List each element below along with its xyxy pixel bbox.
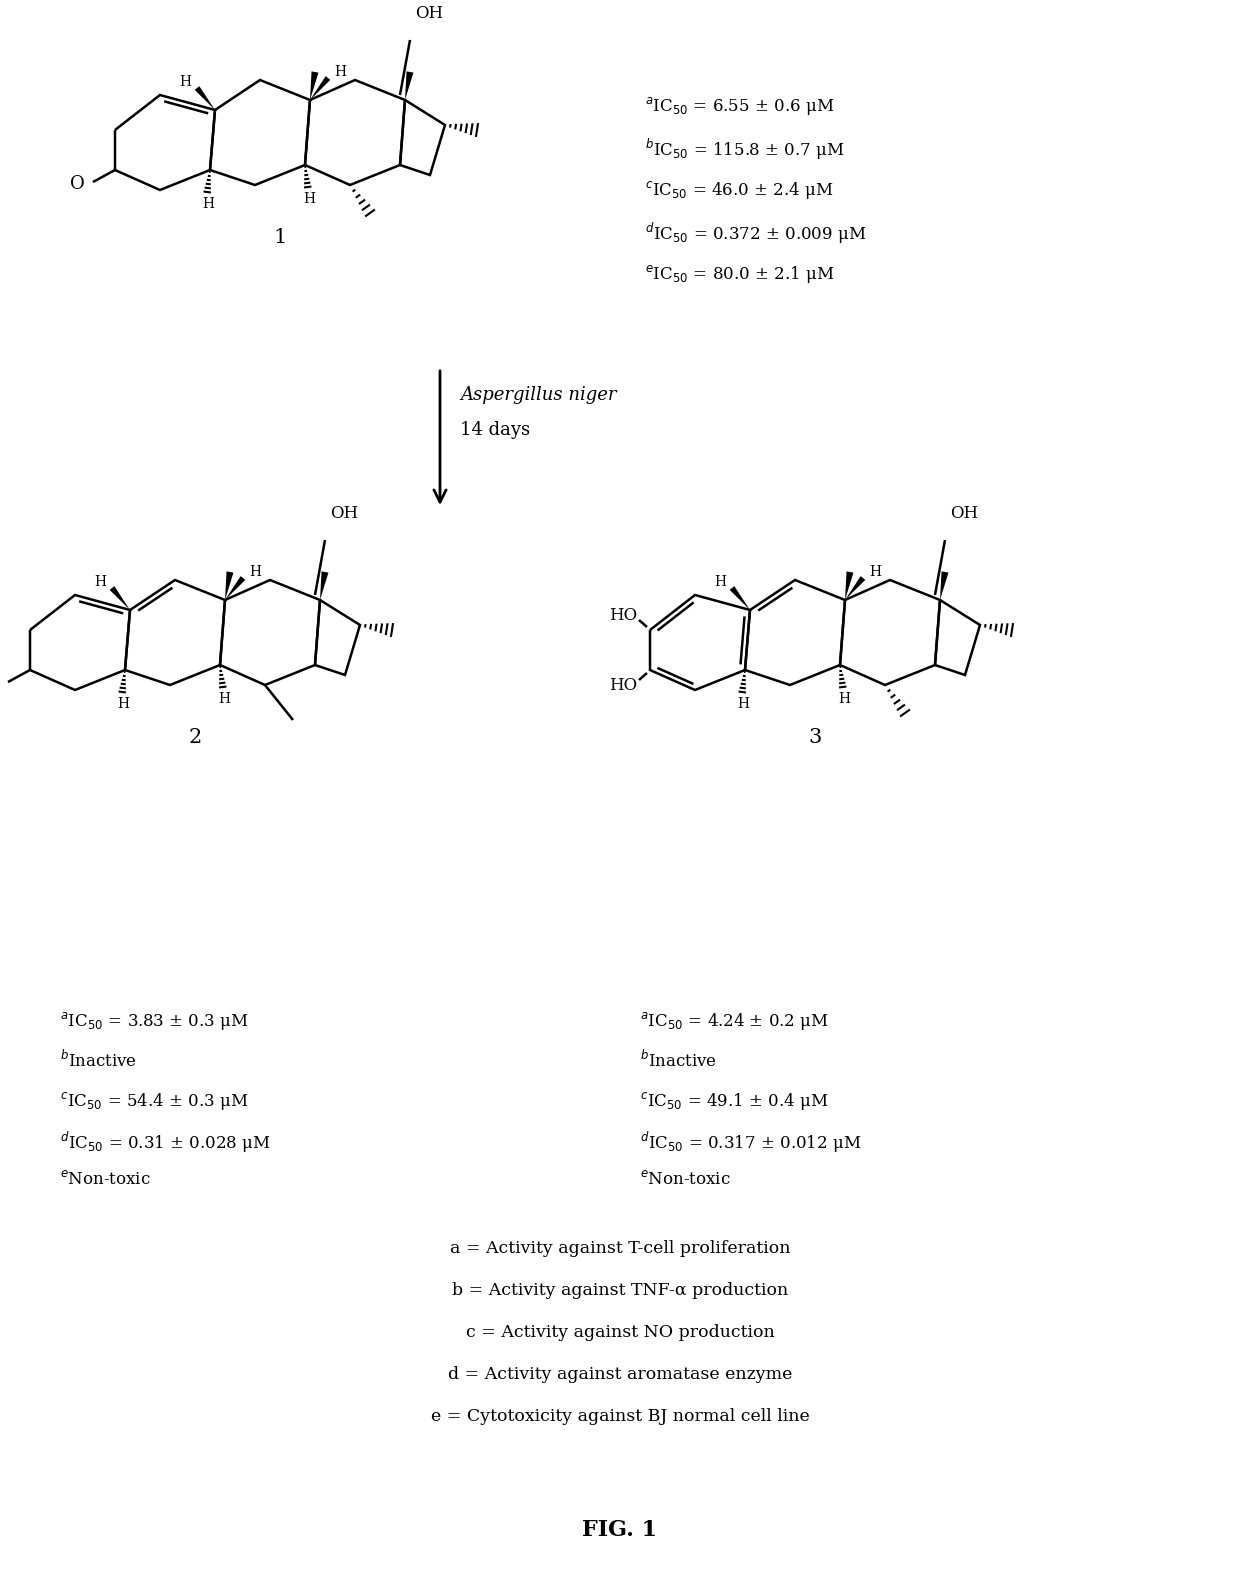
Text: H: H	[303, 192, 315, 206]
Polygon shape	[310, 71, 319, 101]
Polygon shape	[224, 576, 246, 600]
Text: $^{a}$IC$_{50}$ = 6.55 ± 0.6 μM: $^{a}$IC$_{50}$ = 6.55 ± 0.6 μM	[645, 94, 835, 116]
Text: $^{c}$IC$_{50}$ = 49.1 ± 0.4 μM: $^{c}$IC$_{50}$ = 49.1 ± 0.4 μM	[640, 1091, 828, 1111]
Polygon shape	[195, 87, 215, 110]
Polygon shape	[405, 71, 413, 101]
Text: a = Activity against T-cell proliferation: a = Activity against T-cell proliferatio…	[450, 1240, 790, 1258]
Text: $^{d}$IC$_{50}$ = 0.31 ± 0.028 μM: $^{d}$IC$_{50}$ = 0.31 ± 0.028 μM	[60, 1130, 270, 1155]
Text: OH: OH	[415, 5, 443, 22]
Polygon shape	[109, 586, 130, 611]
Text: Aspergillus niger: Aspergillus niger	[460, 386, 616, 405]
Text: $^{b}$Inactive: $^{b}$Inactive	[60, 1050, 136, 1072]
Text: OH: OH	[950, 505, 978, 523]
Text: $^{d}$IC$_{50}$ = 0.372 ± 0.009 μM: $^{d}$IC$_{50}$ = 0.372 ± 0.009 μM	[645, 220, 867, 246]
Polygon shape	[310, 76, 330, 101]
Text: O: O	[71, 175, 86, 194]
Text: 1: 1	[273, 228, 286, 247]
Text: H: H	[714, 575, 725, 589]
Text: $^{c}$IC$_{50}$ = 46.0 ± 2.4 μM: $^{c}$IC$_{50}$ = 46.0 ± 2.4 μM	[645, 179, 833, 201]
Text: $^{b}$Inactive: $^{b}$Inactive	[640, 1050, 717, 1072]
Polygon shape	[844, 571, 853, 600]
Text: H: H	[737, 697, 749, 711]
Polygon shape	[320, 571, 329, 600]
Text: HO: HO	[609, 606, 637, 623]
Text: d = Activity against aromatase enzyme: d = Activity against aromatase enzyme	[448, 1366, 792, 1384]
Text: FIG. 1: FIG. 1	[583, 1519, 657, 1541]
Text: H: H	[117, 697, 129, 711]
Text: $^{c}$IC$_{50}$ = 54.4 ± 0.3 μM: $^{c}$IC$_{50}$ = 54.4 ± 0.3 μM	[60, 1091, 249, 1111]
Text: c = Activity against NO production: c = Activity against NO production	[466, 1324, 774, 1341]
Polygon shape	[844, 576, 866, 600]
Polygon shape	[729, 586, 750, 611]
Text: e = Cytotoxicity against BJ normal cell line: e = Cytotoxicity against BJ normal cell …	[430, 1409, 810, 1424]
Text: $^{a}$IC$_{50}$ = 3.83 ± 0.3 μM: $^{a}$IC$_{50}$ = 3.83 ± 0.3 μM	[60, 1011, 249, 1033]
Text: b = Activity against TNF-α production: b = Activity against TNF-α production	[451, 1281, 789, 1299]
Text: $^{e}$IC$_{50}$ = 80.0 ± 2.1 μM: $^{e}$IC$_{50}$ = 80.0 ± 2.1 μM	[645, 263, 835, 285]
Text: H: H	[218, 693, 229, 707]
Polygon shape	[940, 571, 949, 600]
Text: $^{b}$IC$_{50}$ = 115.8 ± 0.7 μM: $^{b}$IC$_{50}$ = 115.8 ± 0.7 μM	[645, 137, 844, 162]
Polygon shape	[224, 571, 233, 600]
Text: H: H	[249, 565, 260, 579]
Text: $^{e}$Non-toxic: $^{e}$Non-toxic	[640, 1169, 730, 1188]
Text: H: H	[94, 575, 105, 589]
Text: $^{a}$IC$_{50}$ = 4.24 ± 0.2 μM: $^{a}$IC$_{50}$ = 4.24 ± 0.2 μM	[640, 1011, 828, 1033]
Text: H: H	[179, 76, 191, 90]
Text: HO: HO	[609, 677, 637, 694]
Text: $^{e}$Non-toxic: $^{e}$Non-toxic	[60, 1169, 151, 1188]
Text: OH: OH	[330, 505, 358, 523]
Text: H: H	[869, 565, 880, 579]
Text: $^{d}$IC$_{50}$ = 0.317 ± 0.012 μM: $^{d}$IC$_{50}$ = 0.317 ± 0.012 μM	[640, 1130, 862, 1155]
Text: 14 days: 14 days	[460, 420, 531, 439]
Text: 2: 2	[188, 729, 202, 748]
Text: H: H	[838, 693, 849, 707]
Text: H: H	[202, 197, 215, 211]
Text: H: H	[334, 65, 346, 79]
Text: 3: 3	[808, 729, 822, 748]
